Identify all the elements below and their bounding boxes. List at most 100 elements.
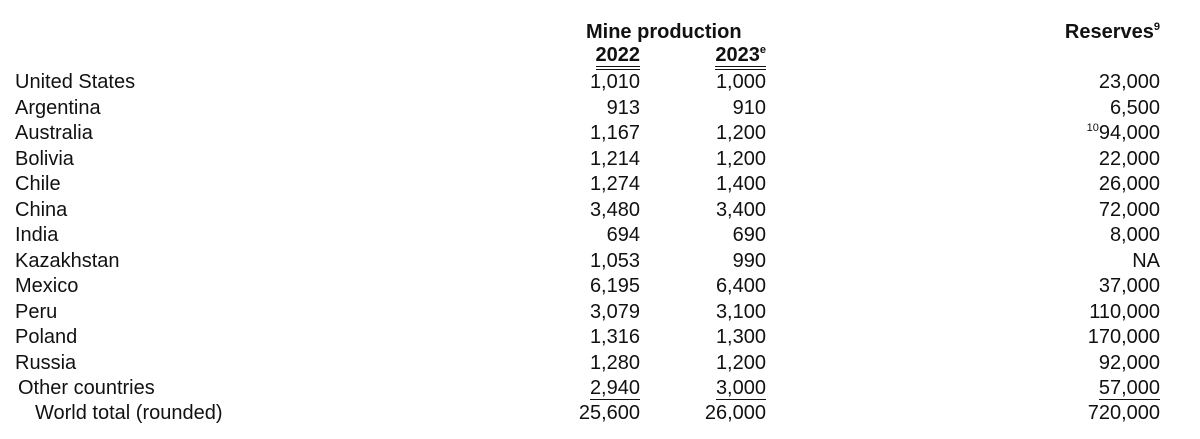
cell-value: 720,000 bbox=[1088, 402, 1160, 424]
cell-value: 6,195 bbox=[590, 275, 640, 297]
row-label: Peru bbox=[15, 301, 57, 323]
cell-text: 720,000 bbox=[1087, 402, 1160, 424]
cell-value: 990 bbox=[733, 250, 766, 272]
cell-text: 3,000 bbox=[715, 377, 766, 400]
cell-text: 37,000 bbox=[1098, 275, 1160, 297]
cell-text: 990 bbox=[732, 249, 766, 272]
cell-text: 57,000 bbox=[1098, 377, 1160, 400]
footnote-mark: e bbox=[759, 44, 766, 56]
cell-text: 1,010 bbox=[589, 71, 640, 93]
cell-value: 1,200 bbox=[716, 122, 766, 144]
cell-text: 26,000 bbox=[1098, 173, 1160, 195]
cell-text: 3,400 bbox=[715, 198, 766, 221]
cell-text: Chile bbox=[15, 173, 61, 195]
cell-text: 22,000 bbox=[1098, 147, 1160, 170]
cell-text: 1,300 bbox=[715, 326, 766, 348]
row-label: Kazakhstan bbox=[15, 250, 120, 272]
cell-text: 1,200 bbox=[715, 351, 766, 374]
cell-value: 913 bbox=[607, 97, 640, 119]
cell-value: 1,200 bbox=[716, 148, 766, 170]
cell-value: 22,000 bbox=[1099, 148, 1160, 170]
cell-value: 6,500 bbox=[1110, 97, 1160, 119]
column-label: Reserves bbox=[1064, 21, 1154, 43]
cell-value: 1,200 bbox=[716, 352, 766, 374]
cell-value: 26,000 bbox=[1099, 173, 1160, 195]
cell-value: 1,300 bbox=[716, 326, 766, 348]
cell-value: 3,000 bbox=[715, 377, 766, 400]
row-label: Other countries bbox=[18, 377, 155, 399]
cell-value: 1,316 bbox=[590, 326, 640, 348]
cell-text: 6,195 bbox=[589, 275, 640, 297]
cell-value: 1,167 bbox=[590, 122, 640, 144]
row-label: United States bbox=[15, 71, 135, 93]
cell-text: 23,000 bbox=[1098, 71, 1160, 93]
cell-text: Other countries bbox=[18, 377, 155, 399]
cell-value: 1094,000 bbox=[1087, 122, 1160, 144]
row-label: Poland bbox=[15, 326, 77, 348]
row-label: Chile bbox=[15, 173, 61, 195]
cell-text: 1,200 bbox=[715, 122, 766, 144]
cell-text: 6,500 bbox=[1109, 96, 1160, 119]
footnote-mark: 9 bbox=[1153, 21, 1160, 33]
cell-text: 694 bbox=[606, 224, 640, 246]
cell-value: 57,000 bbox=[1098, 377, 1160, 400]
cell-value: 37,000 bbox=[1099, 275, 1160, 297]
cell-value: 3,100 bbox=[716, 301, 766, 323]
cell-text: 92,000 bbox=[1098, 351, 1160, 374]
reserves-header: Reserves9 bbox=[1065, 21, 1160, 43]
cell-text: 690 bbox=[732, 224, 766, 246]
value: 94,000 bbox=[1098, 122, 1160, 144]
row-label: China bbox=[15, 199, 67, 221]
cell-text: 170,000 bbox=[1087, 326, 1160, 348]
cell-text: 1094,000 bbox=[1087, 122, 1160, 144]
cell-text: Kazakhstan bbox=[15, 249, 120, 272]
cell-text: 1,214 bbox=[589, 147, 640, 170]
group-header: Mine production bbox=[586, 21, 742, 43]
cell-value: 1,053 bbox=[590, 250, 640, 272]
cell-value: 26,000 bbox=[705, 402, 766, 424]
cell-text: World total (rounded) bbox=[35, 402, 223, 424]
cell-value: 72,000 bbox=[1099, 199, 1160, 221]
cell-value: 110,000 bbox=[1089, 301, 1160, 323]
cell-value: 1,000 bbox=[716, 71, 766, 93]
cell-text: 3,079 bbox=[589, 300, 640, 323]
cell-text: Bolivia bbox=[15, 147, 74, 170]
column-header: 2023e bbox=[715, 44, 766, 70]
row-label: Mexico bbox=[15, 275, 78, 297]
cell-text: India bbox=[15, 224, 59, 246]
row-label: World total (rounded) bbox=[35, 402, 223, 424]
cell-value: 690 bbox=[733, 224, 766, 246]
cell-value: 910 bbox=[733, 97, 766, 119]
cell-text: Peru bbox=[15, 300, 58, 323]
cell-text: 25,600 bbox=[578, 402, 640, 424]
cell-text: 6,400 bbox=[715, 275, 766, 297]
cell-value: 2,940 bbox=[589, 377, 640, 400]
cell-text: United States bbox=[15, 71, 136, 93]
cell-value: 8,000 bbox=[1110, 224, 1160, 246]
cell-text: 1,280 bbox=[589, 351, 640, 374]
column-header-text: 2023e bbox=[715, 44, 766, 70]
cell-value: 1,400 bbox=[716, 173, 766, 195]
cell-value: 6,400 bbox=[716, 275, 766, 297]
column-header-text: 2022 bbox=[595, 44, 640, 70]
cell-value: 170,000 bbox=[1088, 326, 1160, 348]
cell-text: 3,480 bbox=[589, 198, 640, 221]
cell-value: NA bbox=[1132, 250, 1160, 272]
row-label: Argentina bbox=[15, 97, 101, 119]
cell-value: 1,280 bbox=[590, 352, 640, 374]
cell-text: Russia bbox=[15, 351, 77, 374]
cell-text: 1,167 bbox=[589, 122, 640, 144]
cell-text: 1,400 bbox=[715, 173, 766, 195]
cell-value: 25,600 bbox=[579, 402, 640, 424]
cell-text: 26,000 bbox=[704, 402, 766, 424]
cell-text: 1,274 bbox=[589, 173, 640, 195]
cell-text: Mexico bbox=[15, 275, 79, 297]
cell-text: Australia bbox=[15, 122, 93, 144]
row-label: Australia bbox=[15, 122, 93, 144]
cell-text: NA bbox=[1132, 249, 1160, 272]
column-header: 2022 bbox=[595, 44, 640, 70]
cell-text: 1,316 bbox=[589, 326, 640, 348]
cell-text: 1,000 bbox=[715, 71, 766, 93]
cell-value: 23,000 bbox=[1099, 71, 1160, 93]
cell-value: 92,000 bbox=[1099, 352, 1160, 374]
